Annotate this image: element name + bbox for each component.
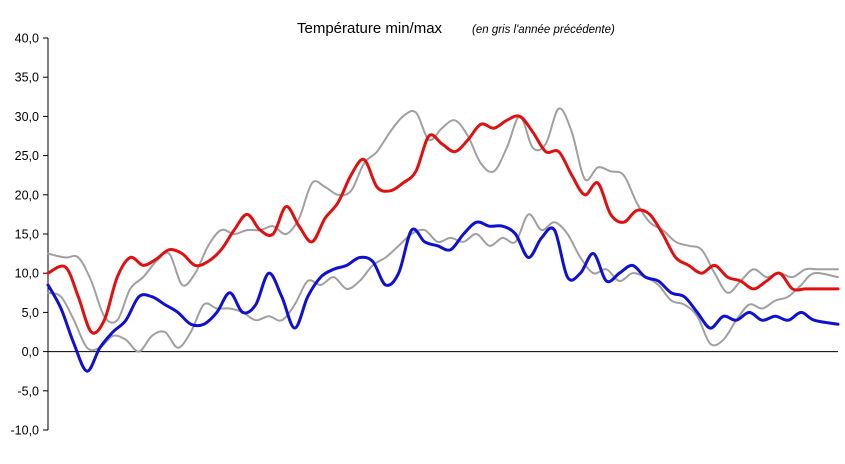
y-tick-label: 20,0 bbox=[15, 188, 39, 202]
chart-title: Température min/max bbox=[297, 20, 443, 37]
axes: -10,0 -5,0 0,0 5,0 10,0 15,0 20,0 25,0 30,0 35,0 4… bbox=[11, 32, 838, 438]
series-line-3 bbox=[47, 213, 839, 353]
y-tick-label: 30,0 bbox=[15, 110, 39, 124]
y-tick-label: 5,0 bbox=[22, 306, 39, 320]
y-tick-label: -5,0 bbox=[17, 384, 39, 398]
y-tick-label: -10,0 bbox=[11, 424, 40, 438]
y-tick-label: 10,0 bbox=[15, 267, 39, 281]
series-line-1 bbox=[46, 220, 840, 373]
series-layer bbox=[46, 107, 840, 373]
series-line-2 bbox=[47, 107, 839, 324]
y-tick-label: 0,0 bbox=[22, 345, 39, 359]
y-tick-label: 40,0 bbox=[15, 32, 39, 46]
y-tick-label: 25,0 bbox=[15, 149, 39, 163]
series-line-0 bbox=[46, 114, 840, 335]
chart-subtitle: (en gris l'année précédente) bbox=[472, 24, 615, 36]
y-tick-label: 15,0 bbox=[15, 228, 39, 242]
y-tick-label: 35,0 bbox=[15, 71, 39, 85]
